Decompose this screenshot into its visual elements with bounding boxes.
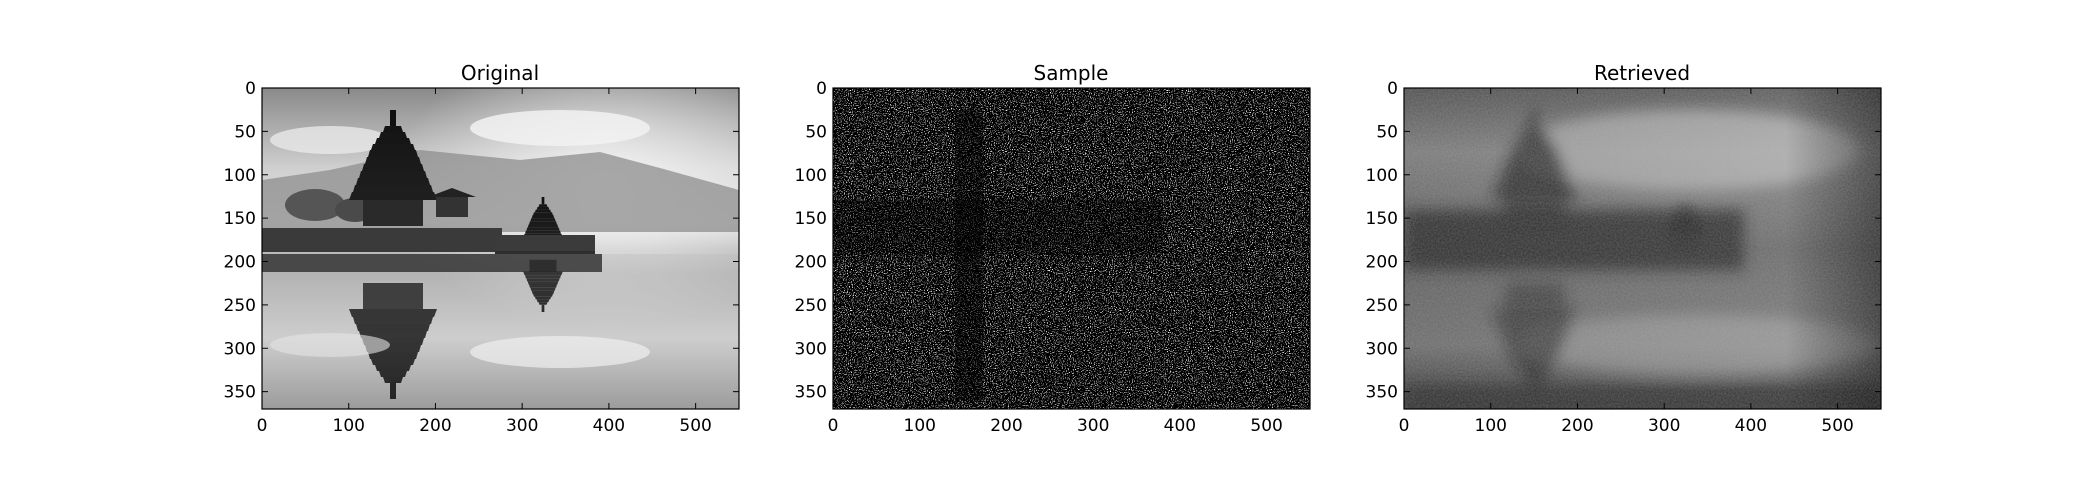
x-tick-label: 0 (1399, 416, 1410, 436)
image-retrieved (1404, 88, 1881, 409)
y-tick-label: 350 (1366, 383, 1398, 403)
panel-title-sample: Sample (1034, 61, 1109, 85)
y-tick-label: 50 (1376, 122, 1398, 142)
y-tick-label: 250 (1366, 296, 1398, 316)
x-tick-label: 500 (1250, 416, 1282, 436)
x-ticks-sample: 0 100 200 300 400 500 (828, 88, 1283, 436)
y-tick-label: 300 (795, 339, 827, 359)
y-tick-label: 200 (1366, 253, 1398, 273)
y-tick-label: 100 (795, 166, 827, 186)
y-tick-label: 350 (224, 383, 256, 403)
panel-title-retrieved: Retrieved (1594, 61, 1690, 85)
x-tick-label: 100 (333, 416, 365, 436)
y-ticks-retrieved: 0 50 100 150 200 250 300 350 (1366, 79, 1881, 403)
x-tick-label: 400 (1164, 416, 1196, 436)
y-tick-label: 100 (224, 166, 256, 186)
x-tick-label: 300 (1077, 416, 1109, 436)
x-tick-label: 200 (419, 416, 451, 436)
image-original (262, 88, 739, 409)
y-tick-label: 250 (795, 296, 827, 316)
y-tick-label: 200 (224, 253, 256, 273)
x-tick-label: 500 (679, 416, 711, 436)
x-tick-label: 100 (1475, 416, 1507, 436)
x-tick-label: 400 (593, 416, 625, 436)
y-tick-label: 300 (1366, 339, 1398, 359)
y-tick-label: 200 (795, 253, 827, 273)
panel-title-original: Original (461, 61, 539, 85)
y-tick-label: 0 (816, 79, 827, 99)
x-ticks-retrieved: 0 100 200 300 400 500 (1399, 88, 1854, 436)
x-tick-label: 0 (257, 416, 268, 436)
y-tick-label: 50 (805, 122, 827, 142)
x-tick-label: 300 (506, 416, 538, 436)
y-tick-label: 300 (224, 339, 256, 359)
x-tick-label: 0 (828, 416, 839, 436)
panel-sample: Sample 0 100 200 300 400 500 0 50 100 150 200 250 3… (795, 61, 1311, 436)
y-tick-label: 250 (224, 296, 256, 316)
panel-original: Original (224, 61, 740, 436)
x-tick-label: 200 (1561, 416, 1593, 436)
y-tick-label: 350 (795, 383, 827, 403)
y-tick-label: 150 (795, 209, 827, 229)
image-sample (833, 88, 1310, 409)
x-tick-label: 500 (1821, 416, 1853, 436)
y-tick-label: 50 (234, 122, 256, 142)
panel-retrieved: Retrieved 0 100 200 300 400 500 0 50 100 150 200 2… (1366, 61, 1882, 436)
y-tick-label: 150 (1366, 209, 1398, 229)
y-tick-label: 0 (245, 79, 256, 99)
y-ticks-sample: 0 50 100 150 200 250 300 350 (795, 79, 1310, 403)
y-ticks-original: 0 50 100 150 200 250 300 350 (224, 79, 739, 403)
x-tick-label: 100 (904, 416, 936, 436)
y-tick-label: 100 (1366, 166, 1398, 186)
y-tick-label: 0 (1387, 79, 1398, 99)
x-tick-label: 200 (990, 416, 1022, 436)
x-tick-label: 300 (1648, 416, 1680, 436)
x-ticks-original: 0 100 200 300 400 500 (257, 88, 712, 436)
y-tick-label: 150 (224, 209, 256, 229)
x-tick-label: 400 (1735, 416, 1767, 436)
